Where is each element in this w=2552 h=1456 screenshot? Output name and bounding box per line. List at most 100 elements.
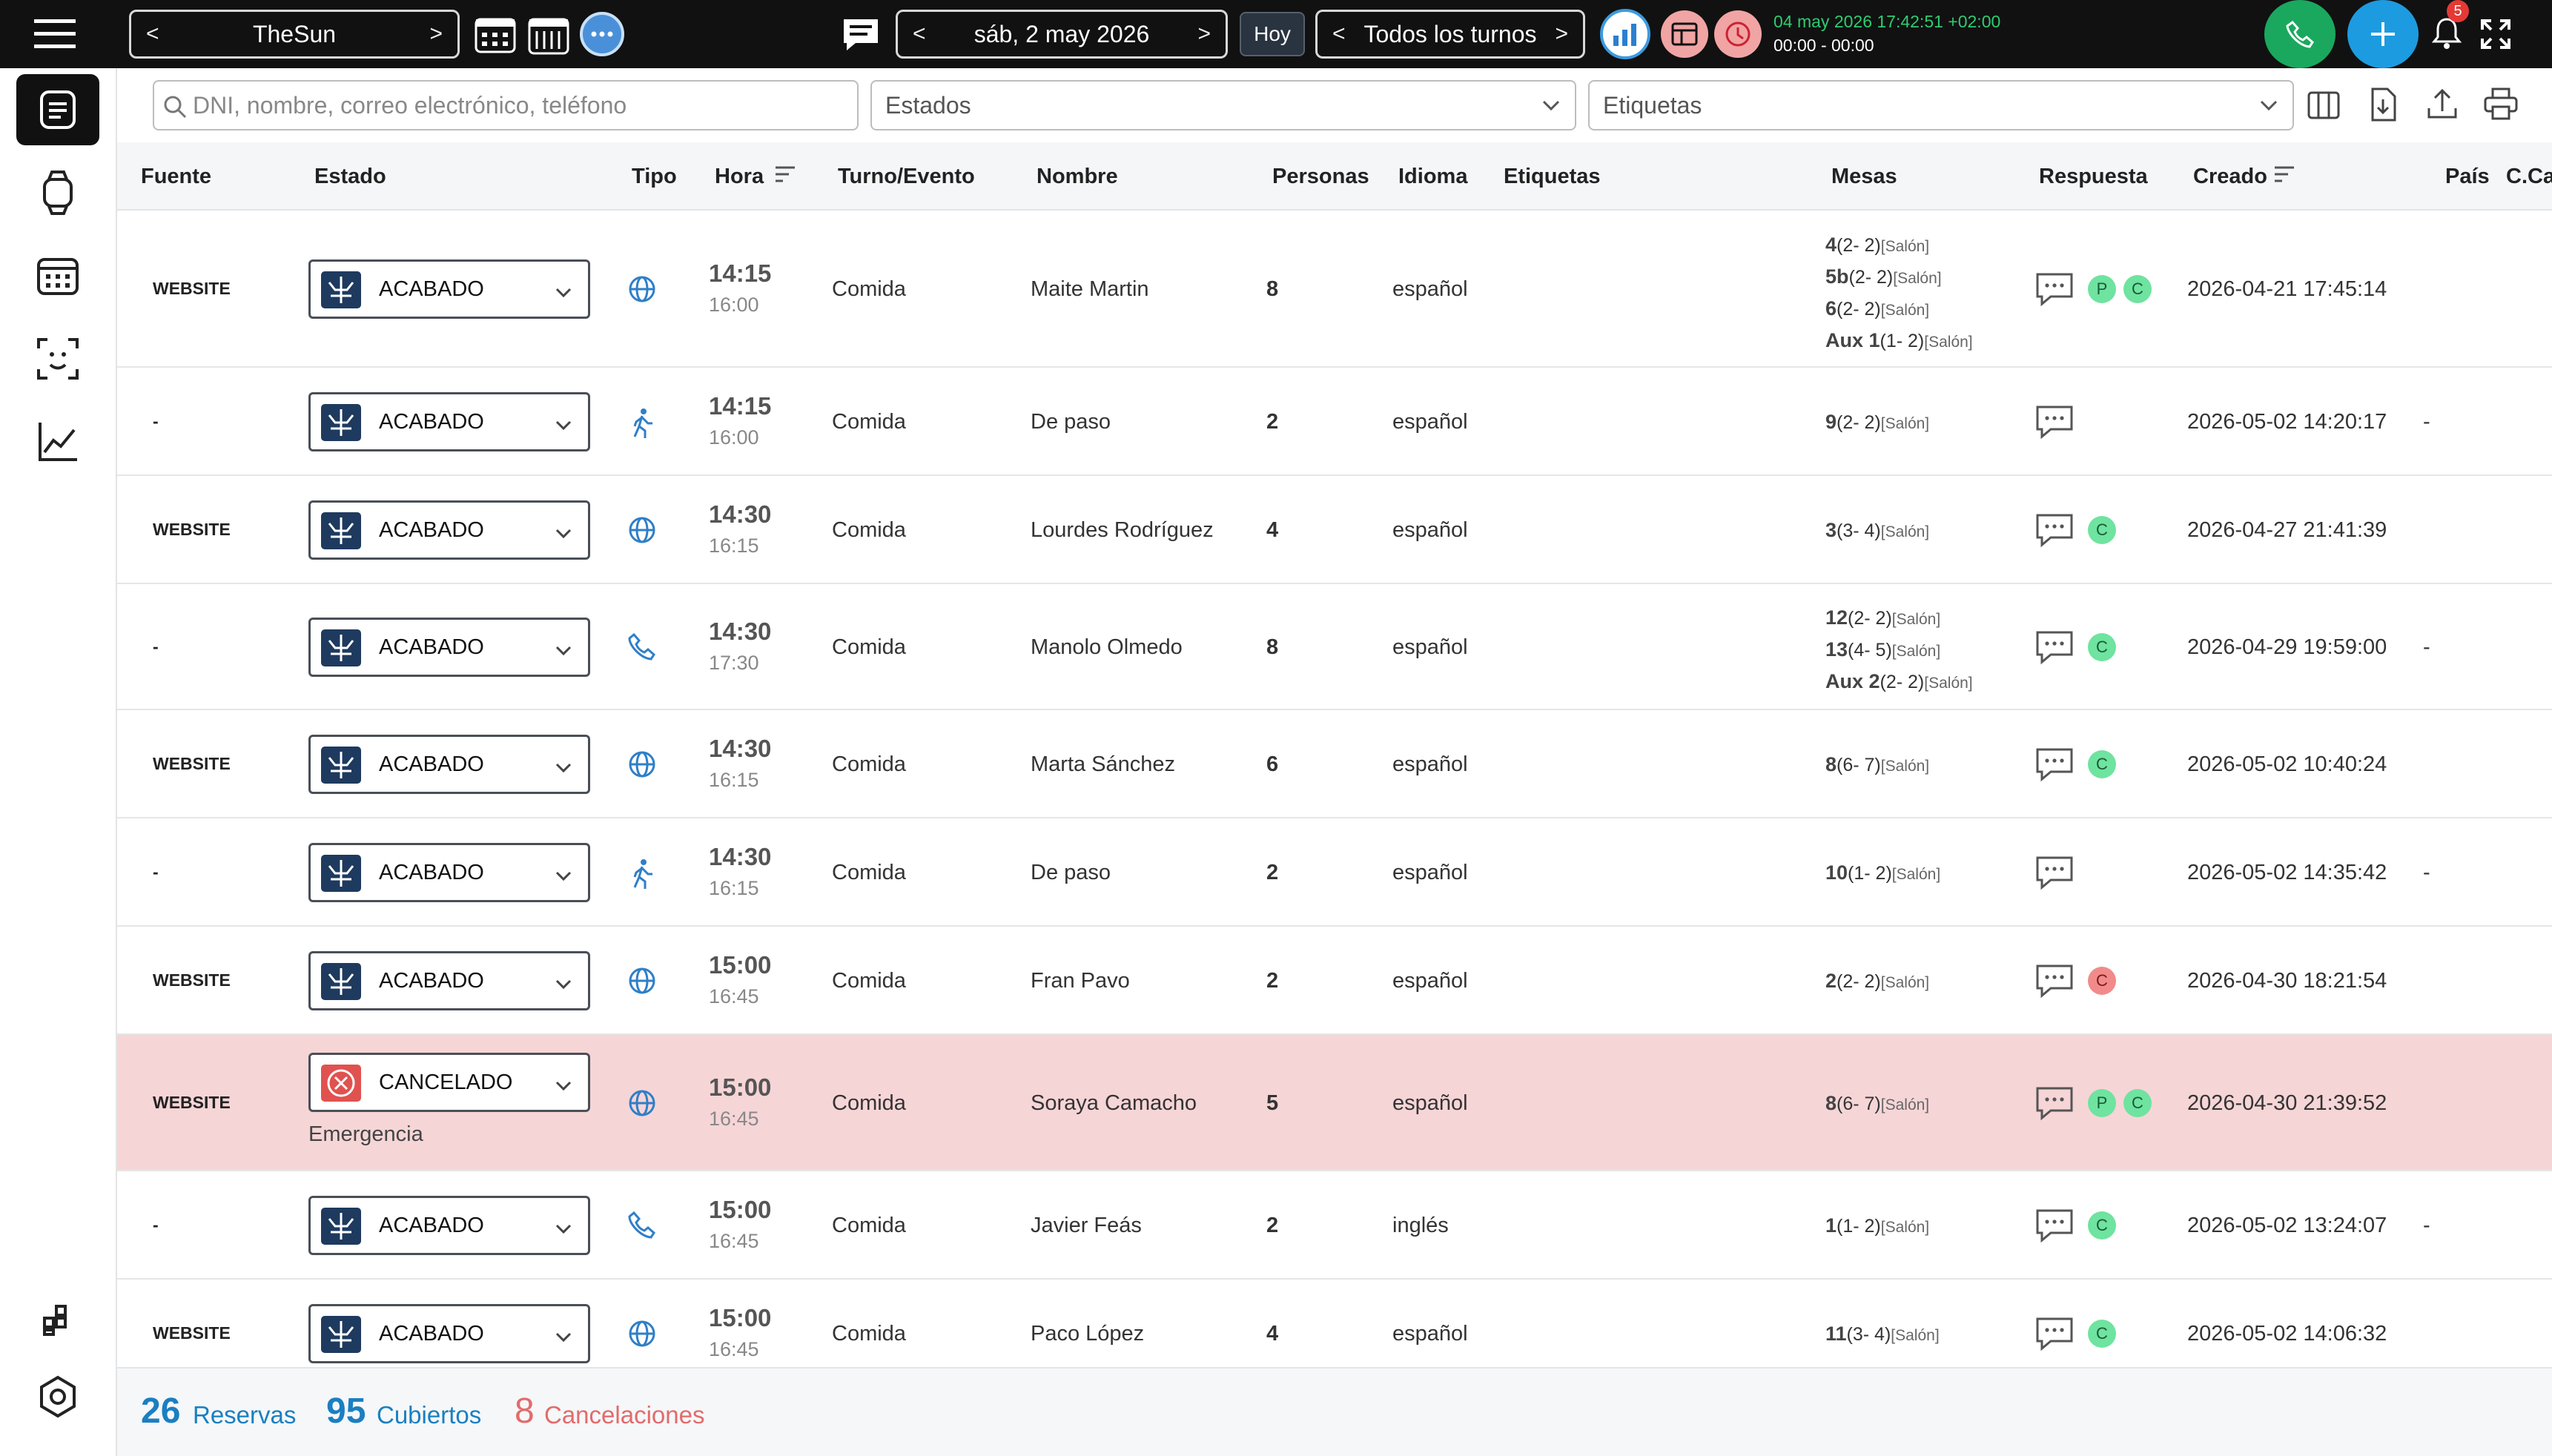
prev-shift-icon[interactable]: < xyxy=(1332,21,1346,46)
hamburger-menu-icon[interactable] xyxy=(34,18,79,50)
chat-icon[interactable] xyxy=(2034,1085,2075,1127)
chat-icon[interactable] xyxy=(2034,404,2075,446)
chevron-right-icon[interactable]: > xyxy=(429,21,443,46)
guest-name[interactable]: Maite Martin xyxy=(1031,277,1149,301)
col-ccar[interactable]: C.Car xyxy=(2506,165,2552,188)
status-select[interactable]: CANCELADO xyxy=(308,1053,590,1112)
sidebar-item-reservations-list[interactable] xyxy=(16,74,99,145)
calendar-month-icon[interactable] xyxy=(528,13,569,59)
layout-icon[interactable] xyxy=(1661,10,1708,58)
tags-filter[interactable]: Etiquetas xyxy=(1588,80,2294,130)
guest-name[interactable]: De paso xyxy=(1031,861,1111,884)
table-row[interactable]: WEBSITE ACABADO 14:15 16:00 Comida Maite… xyxy=(117,211,2552,368)
sidebar-item-calendar[interactable] xyxy=(16,240,99,311)
col-mesas[interactable]: Mesas xyxy=(1831,165,1897,188)
response-badge: C xyxy=(2123,1089,2152,1117)
guest-name[interactable]: Marta Sánchez xyxy=(1031,752,1176,776)
table-entry: 1(1- 2)[Salón] xyxy=(1825,1214,1930,1237)
col-turno[interactable]: Turno/Evento xyxy=(838,165,975,188)
bell-icon[interactable] xyxy=(2431,16,2462,54)
download-icon[interactable] xyxy=(2368,87,2398,125)
more-options-icon[interactable] xyxy=(580,12,624,56)
status-select[interactable]: ACABADO xyxy=(308,618,590,677)
col-etiquetas[interactable]: Etiquetas xyxy=(1504,165,1601,188)
next-day-icon[interactable]: > xyxy=(1197,21,1211,46)
status-select[interactable]: ACABADO xyxy=(308,735,590,794)
guest-name[interactable]: Paco López xyxy=(1031,1322,1145,1346)
chevron-left-icon[interactable]: < xyxy=(146,21,159,46)
chat-icon[interactable] xyxy=(2034,1208,2075,1249)
print-icon[interactable] xyxy=(2484,87,2518,124)
stats-chart-icon[interactable] xyxy=(1600,9,1650,59)
chat-icon[interactable] xyxy=(2034,747,2075,788)
search-input[interactable]: DNI, nombre, correo electrónico, teléfon… xyxy=(153,80,859,130)
status-select[interactable]: ACABADO xyxy=(308,500,590,560)
tables-list: 11(3- 4)[Salón] xyxy=(1825,1319,1940,1351)
status-select[interactable]: ACABADO xyxy=(308,1304,590,1363)
guest-name[interactable]: De paso xyxy=(1031,410,1111,434)
next-shift-icon[interactable]: > xyxy=(1555,21,1568,46)
states-filter[interactable]: Estados xyxy=(870,80,1576,130)
guest-name[interactable]: Manolo Olmedo xyxy=(1031,635,1183,659)
table-row[interactable]: WEBSITE ACABADO 15:00 16:45 Comida Fran … xyxy=(117,927,2552,1035)
col-creado[interactable]: Creado xyxy=(2193,165,2267,188)
date-selector[interactable]: < sáb, 2 may 2026 > xyxy=(896,10,1228,59)
today-button[interactable]: Hoy xyxy=(1240,12,1305,56)
col-nombre[interactable]: Nombre xyxy=(1037,165,1118,188)
chat-icon[interactable] xyxy=(2034,629,2075,671)
filter-bar: DNI, nombre, correo electrónico, teléfon… xyxy=(117,68,2552,142)
chat-icon[interactable] xyxy=(2034,855,2075,896)
guest-name[interactable]: Soraya Camacho xyxy=(1031,1091,1197,1115)
table-row[interactable]: WEBSITE CANCELADO Emergencia 15:00 16:45… xyxy=(117,1035,2552,1171)
col-respuesta[interactable]: Respuesta xyxy=(2039,165,2148,188)
status-select[interactable]: ACABADO xyxy=(308,1196,590,1255)
sort-icon[interactable] xyxy=(2273,165,2295,189)
table-row[interactable]: - ACABADO 14:15 16:00 Comida De paso 2 e… xyxy=(117,368,2552,476)
table-row[interactable]: - ACABADO 15:00 16:45 Comida Javier Feás… xyxy=(117,1171,2552,1280)
chat-icon[interactable] xyxy=(2034,963,2075,1005)
upload-icon[interactable] xyxy=(2426,87,2459,124)
chat-icon[interactable] xyxy=(2034,512,2075,554)
table-row[interactable]: WEBSITE ACABADO 14:30 16:15 Comida Lourd… xyxy=(117,476,2552,584)
col-tipo[interactable]: Tipo xyxy=(632,165,677,188)
tags-filter-label: Etiquetas xyxy=(1603,91,1702,119)
sidebar-item-apps[interactable] xyxy=(16,1284,99,1355)
columns-icon[interactable] xyxy=(2307,90,2340,124)
globe-icon xyxy=(627,515,657,551)
guest-name[interactable]: Javier Feás xyxy=(1031,1214,1142,1237)
sidebar-item-settings[interactable] xyxy=(16,1361,99,1432)
prev-day-icon[interactable]: < xyxy=(913,21,926,46)
col-estado[interactable]: Estado xyxy=(314,165,386,188)
chat-icon[interactable] xyxy=(2034,1316,2075,1357)
col-fuente[interactable]: Fuente xyxy=(141,165,212,188)
call-button[interactable] xyxy=(2264,0,2336,68)
col-pais[interactable]: País xyxy=(2445,165,2490,188)
sidebar-item-customers[interactable] xyxy=(16,323,99,394)
status-select[interactable]: ACABADO xyxy=(308,951,590,1010)
guest-name[interactable]: Fran Pavo xyxy=(1031,969,1130,993)
sort-icon[interactable] xyxy=(774,165,796,189)
table-row[interactable]: WEBSITE ACABADO 14:30 16:15 Comida Marta… xyxy=(117,710,2552,818)
notes-icon[interactable] xyxy=(841,16,881,56)
status-select[interactable]: ACABADO xyxy=(308,843,590,902)
chat-icon[interactable] xyxy=(2034,271,2075,313)
sidebar-item-watch[interactable] xyxy=(16,157,99,228)
main-content: DNI, nombre, correo electrónico, teléfon… xyxy=(117,68,2552,1456)
col-hora[interactable]: Hora xyxy=(715,165,764,188)
restaurant-selector[interactable]: < TheSun > xyxy=(129,10,460,59)
col-idioma[interactable]: Idioma xyxy=(1398,165,1468,188)
calendar-week-icon[interactable] xyxy=(475,15,516,57)
shift-selector[interactable]: < Todos los turnos > xyxy=(1315,10,1585,59)
add-reservation-button[interactable] xyxy=(2347,0,2419,68)
status-select[interactable]: ACABADO xyxy=(308,259,590,319)
table-row[interactable]: - ACABADO 14:30 16:15 Comida De paso 2 e… xyxy=(117,818,2552,927)
shift-name: Comida xyxy=(832,635,906,659)
guest-name[interactable]: Lourdes Rodríguez xyxy=(1031,518,1214,542)
col-personas[interactable]: Personas xyxy=(1272,165,1369,188)
sidebar-item-statistics[interactable] xyxy=(16,406,99,477)
datetime-readout: 04 may 2026 17:42:51 +02:00 xyxy=(1773,12,2001,31)
status-select[interactable]: ACABADO xyxy=(308,392,590,451)
table-row[interactable]: - ACABADO 14:30 17:30 Comida Manolo Olme… xyxy=(117,584,2552,710)
fullscreen-icon[interactable] xyxy=(2481,19,2510,53)
clock-icon[interactable] xyxy=(1714,10,1762,58)
